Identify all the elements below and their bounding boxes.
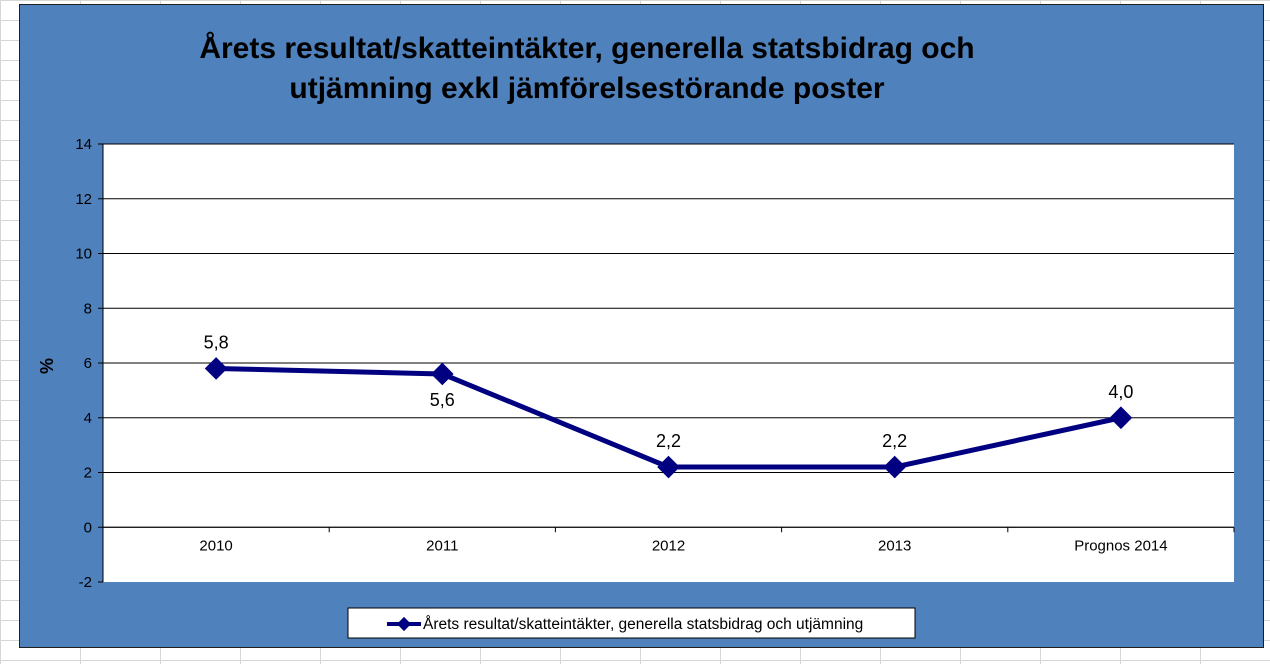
y-tick-label: 2 [84,465,92,482]
axes [98,143,1235,583]
legend-swatch-marker [396,616,412,632]
chart-svg: Årets resultat/skatteintäkter, generella… [37,32,1235,639]
legend: Årets resultat/skatteintäkter, generella… [347,607,916,639]
y-tick-label: 0 [84,519,92,536]
x-tick-label: 2010 [199,537,232,554]
data-point-marker [883,455,907,479]
chart-title-line-2: utjämning exkl jämförelsestörande poster [289,72,884,105]
data-labels: 5,8 5,6 2,2 2,2 4,0 [204,332,1134,451]
data-label: 2,2 [656,431,681,451]
chart-title-line-1: Årets resultat/skatteintäkter, generella… [199,32,974,65]
chart-area: Årets resultat/skatteintäkter, generella… [19,4,1264,648]
x-tick-label: 2012 [652,537,685,554]
y-tick-label: 12 [75,191,92,208]
x-tick-label: Prognos 2014 [1074,537,1167,554]
y-tick-label: 10 [75,246,92,263]
x-tick-labels: 2010 2011 2012 2013 Prognos 2014 [199,537,1167,554]
data-label: 4,0 [1108,382,1133,402]
legend-entry-label: Årets resultat/skatteintäkter, generella… [423,616,863,633]
legend-box [347,607,916,639]
y-tick-label: 6 [84,355,92,372]
y-tick-label: 4 [84,410,92,427]
data-point-marker [657,455,680,479]
data-label: 5,8 [204,332,229,352]
data-label: 5,6 [430,390,455,410]
y-axis-label: % [37,358,57,374]
data-label: 2,2 [882,431,907,451]
data-point-marker [430,362,454,386]
y-tick-label: -2 [79,574,92,591]
chart-title: Årets resultat/skatteintäkter, generella… [199,32,974,105]
x-tick-label: 2011 [426,537,458,554]
data-point-marker [1109,406,1133,430]
y-tick-labels: -2 0 2 4 6 8 10 12 14 [75,136,92,591]
y-tick-label: 14 [75,136,92,153]
y-tick-label: 8 [84,300,92,317]
x-tick-label: 2013 [878,537,911,554]
